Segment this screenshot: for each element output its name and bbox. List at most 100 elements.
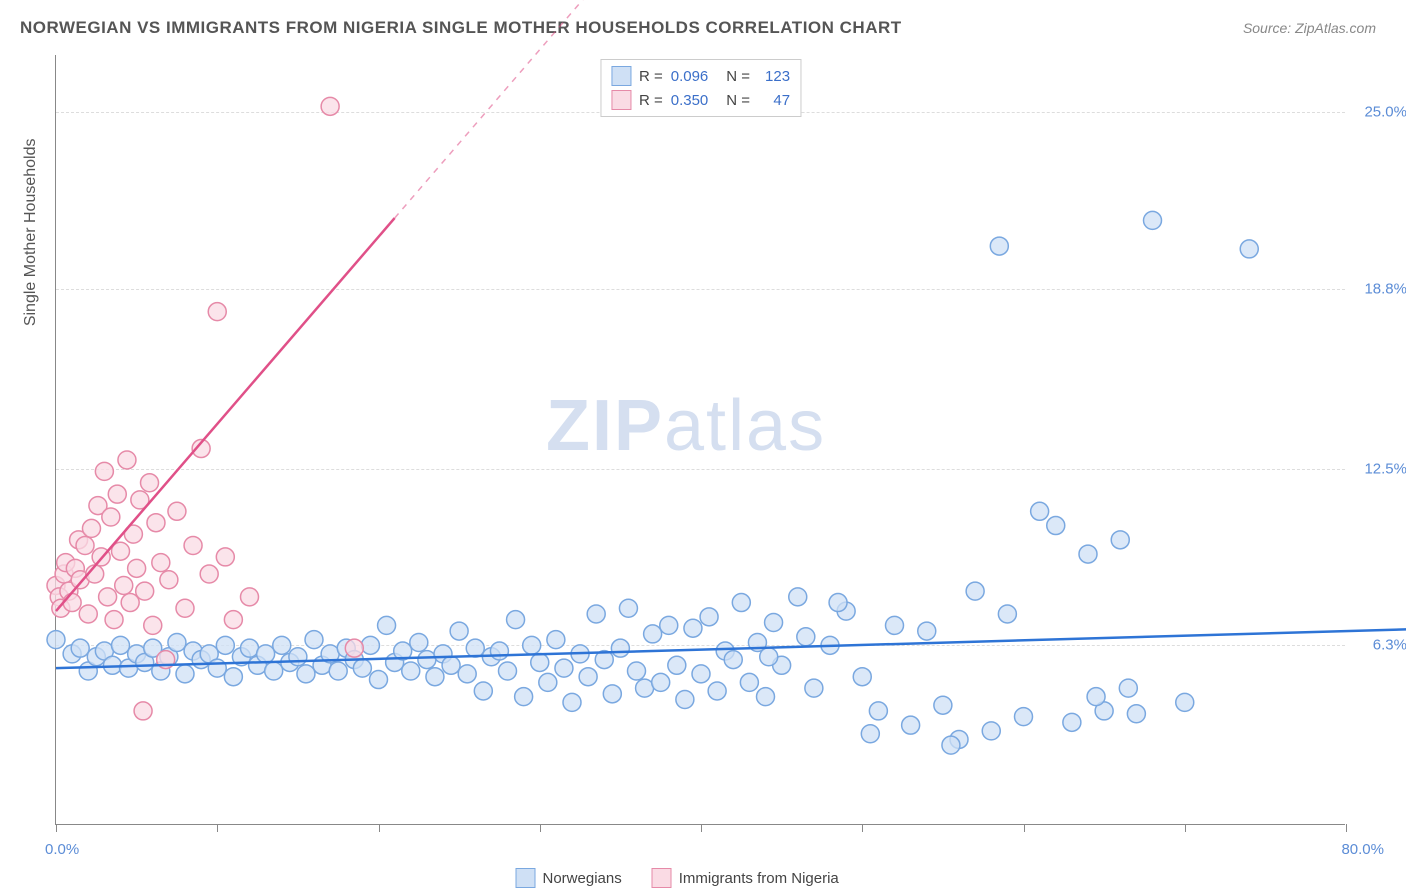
data-point-norwegians [1047,517,1065,535]
data-point-immigrants-from-nigeria [176,599,194,617]
correlation-legend-row: R = 0.350 N = 47 [611,88,790,112]
data-point-norwegians [692,665,710,683]
data-point-norwegians [942,736,960,754]
source-link[interactable]: ZipAtlas.com [1295,20,1376,36]
data-point-norwegians [998,605,1016,623]
data-point-norwegians [410,633,428,651]
data-point-immigrants-from-nigeria [141,474,159,492]
data-point-norwegians [603,685,621,703]
legend-r-label: R = [639,68,663,85]
data-point-norwegians [442,656,460,674]
data-point-norwegians [418,651,436,669]
data-point-norwegians [1119,679,1137,697]
data-point-norwegians [297,665,315,683]
data-point-immigrants-from-nigeria [76,537,94,555]
data-point-norwegians [450,622,468,640]
data-point-norwegians [71,639,89,657]
data-point-immigrants-from-nigeria [79,605,97,623]
data-point-norwegians [1176,693,1194,711]
data-point-norwegians [724,651,742,669]
data-point-norwegians [684,619,702,637]
y-axis-label: Single Mother Households [22,138,40,326]
data-point-norwegians [789,588,807,606]
data-point-norwegians [176,665,194,683]
data-point-norwegians [1087,688,1105,706]
source-attribution: Source: ZipAtlas.com [1243,20,1376,36]
data-point-norwegians [797,628,815,646]
data-point-norwegians [760,648,778,666]
chart-plot-area: ZIPatlas 6.3%12.5%18.8%25.0% R = 0.096N … [55,55,1345,825]
data-point-immigrants-from-nigeria [82,519,100,537]
data-point-norwegians [216,636,234,654]
data-point-immigrants-from-nigeria [63,594,81,612]
chart-title: NORWEGIAN VS IMMIGRANTS FROM NIGERIA SIN… [20,18,902,38]
data-point-immigrants-from-nigeria [216,548,234,566]
data-point-norwegians [579,668,597,686]
data-point-norwegians [370,671,388,689]
x-tick [540,824,541,832]
data-point-immigrants-from-nigeria [184,537,202,555]
data-point-norwegians [305,631,323,649]
x-tick [56,824,57,832]
data-point-norwegians [1063,713,1081,731]
series-legend-item: Immigrants from Nigeria [652,868,839,888]
data-point-norwegians [402,662,420,680]
x-tick [701,824,702,832]
data-point-norwegians [700,608,718,626]
legend-swatch [611,66,631,86]
data-point-norwegians [241,639,259,657]
x-tick [1024,824,1025,832]
x-tick [1185,824,1186,832]
y-tick-label: 25.0% [1364,104,1406,121]
data-point-norwegians [853,668,871,686]
legend-n-label: N = [726,68,750,85]
data-point-norwegians [829,594,847,612]
data-point-norwegians [361,636,379,654]
data-point-norwegians [224,668,242,686]
data-point-norwegians [1240,240,1258,258]
legend-r-value: 0.096 [671,68,709,85]
source-label: Source: [1243,20,1291,36]
data-point-norwegians [587,605,605,623]
data-point-norwegians [628,662,646,680]
data-point-norwegians [636,679,654,697]
data-point-norwegians [668,656,686,674]
data-point-norwegians [660,616,678,634]
data-point-norwegians [208,659,226,677]
x-axis-max-label: 80.0% [1341,841,1384,858]
data-point-norwegians [1144,211,1162,229]
data-point-norwegians [353,659,371,677]
legend-n-label: N = [726,92,750,109]
data-point-immigrants-from-nigeria [144,616,162,634]
data-point-immigrants-from-nigeria [168,502,186,520]
legend-r-label: R = [639,92,663,109]
series-legend-item: Norwegians [516,868,622,888]
data-point-norwegians [966,582,984,600]
legend-n-value: 123 [758,68,790,85]
data-point-norwegians [499,662,517,680]
data-point-norwegians [982,722,1000,740]
data-point-norwegians [523,636,541,654]
scatter-plot-svg [56,55,1345,824]
x-axis-min-label: 0.0% [45,841,79,858]
data-point-norwegians [329,662,347,680]
data-point-norwegians [861,725,879,743]
data-point-norwegians [539,673,557,691]
data-point-norwegians [257,645,275,663]
data-point-norwegians [289,648,307,666]
data-point-immigrants-from-nigeria [241,588,259,606]
data-point-norwegians [902,716,920,734]
data-point-norwegians [644,625,662,643]
data-point-norwegians [1031,502,1049,520]
data-point-norwegians [555,659,573,677]
data-point-immigrants-from-nigeria [345,639,363,657]
x-tick [1346,824,1347,832]
legend-n-value: 47 [758,92,790,109]
data-point-norwegians [886,616,904,634]
data-point-norwegians [1127,705,1145,723]
data-point-norwegians [805,679,823,697]
data-point-immigrants-from-nigeria [321,97,339,115]
data-point-norwegians [47,631,65,649]
data-point-norwegians [918,622,936,640]
legend-r-value: 0.350 [671,92,709,109]
